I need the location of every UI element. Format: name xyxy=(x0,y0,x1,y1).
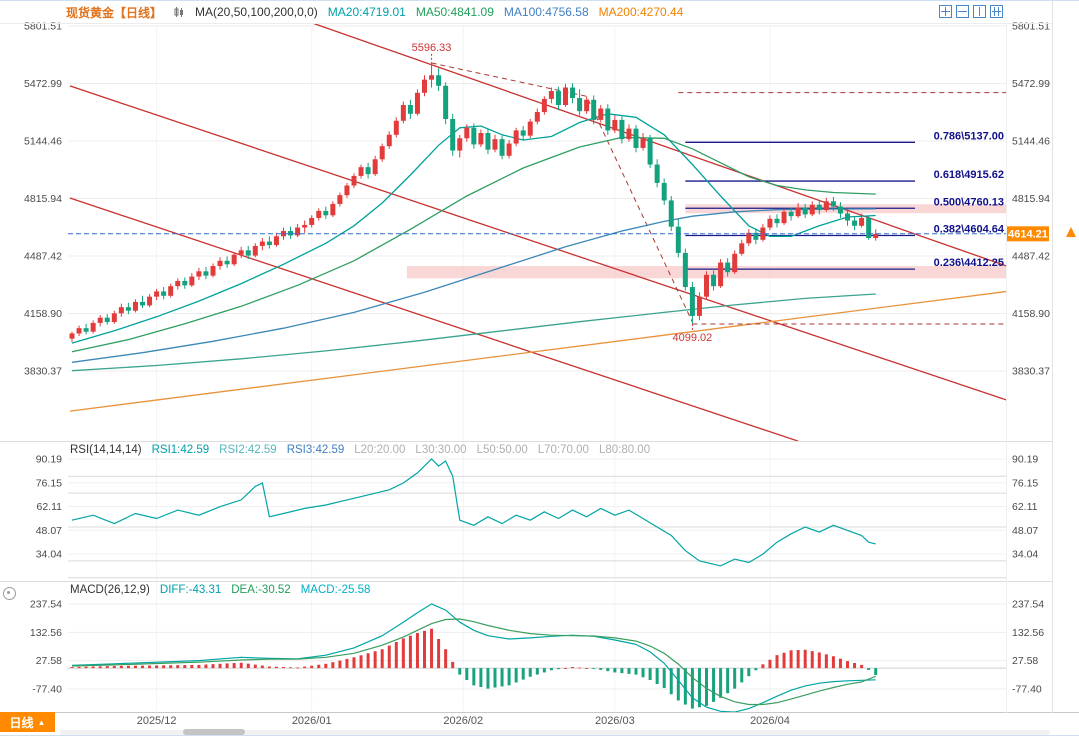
chevron-up-icon: ▲ xyxy=(37,717,46,727)
trendlines xyxy=(69,24,1006,441)
rsi-indicator-label[interactable]: RSI(14,14,14) xyxy=(70,444,142,456)
indicator-value-label: DIFF:-43.31 xyxy=(159,584,222,596)
indicator-value-label: DEA:-30.52 xyxy=(231,584,291,596)
svg-text:4099.02: 4099.02 xyxy=(673,332,713,344)
svg-text:5801.51: 5801.51 xyxy=(1012,21,1050,33)
time-scrollbar-track[interactable] xyxy=(60,730,1050,735)
svg-text:3830.37: 3830.37 xyxy=(24,366,62,378)
rsi-values: RSI1:42.59 RSI2:42.59 RSI3:42.59 L20:20.00 L… xyxy=(152,444,651,456)
indicator-value-label: L70:70.00 xyxy=(537,444,589,456)
svg-text:90.19: 90.19 xyxy=(36,454,62,466)
macd-panel: 237.54 237.54 132.56 132.56 27.58 27.58 -77.40… xyxy=(30,599,1044,696)
svg-text:3830.37: 3830.37 xyxy=(1012,366,1050,378)
svg-text:27.58: 27.58 xyxy=(1012,655,1038,667)
macd-indicator-label[interactable]: MACD(26,12,9) xyxy=(70,584,150,596)
scroll-to-latest-marker[interactable] xyxy=(1066,227,1076,237)
layout-quad-icon[interactable] xyxy=(939,5,952,18)
svg-text:34.04: 34.04 xyxy=(36,549,62,561)
svg-text:4815.94: 4815.94 xyxy=(1012,193,1050,205)
indicator-value-label: MACD:-25.58 xyxy=(300,584,371,596)
svg-text:2026/03: 2026/03 xyxy=(595,715,635,727)
svg-text:237.54: 237.54 xyxy=(1012,599,1044,611)
layout-cols-icon[interactable] xyxy=(973,5,986,18)
indicator-value-label: RSI1:42.59 xyxy=(151,444,210,456)
current-price: 4614.21 xyxy=(68,226,1076,242)
svg-text:2026/04: 2026/04 xyxy=(750,715,790,727)
svg-text:-77.40: -77.40 xyxy=(1012,684,1042,696)
indicator-value-label: MA50:4841.09 xyxy=(415,5,494,19)
svg-text:4815.94: 4815.94 xyxy=(24,193,62,205)
svg-text:4158.90: 4158.90 xyxy=(24,308,62,320)
main-chart-header: 现货黄金【日线】 MA(20,50,100,200,0,0) MA20:4719… xyxy=(0,1,683,23)
candles xyxy=(69,61,879,343)
svg-text:76.15: 76.15 xyxy=(36,477,62,489)
instrument-title[interactable]: 现货黄金【日线】 xyxy=(66,5,163,20)
svg-text:-77.40: -77.40 xyxy=(32,684,62,696)
fibonacci-levels: 0.786\5137.00 0.618\4915.62 0.500\4760.13 0… xyxy=(685,130,1005,270)
svg-text:4487.42: 4487.42 xyxy=(24,250,62,262)
time-grid: 2025/12 2026/01 2026/02 2026/03 2026/04 xyxy=(137,26,790,727)
svg-text:34.04: 34.04 xyxy=(1012,549,1038,561)
macd-values: DIFF:-43.31 DEA:-30.52 MACD:-25.58 xyxy=(160,584,370,596)
panel-separators xyxy=(0,1,1079,713)
candlestick-chart-icon[interactable] xyxy=(172,6,185,19)
macd-header: MACD(26,12,9) DIFF:-43.31 DEA:-30.52 MACD:… xyxy=(70,584,370,596)
svg-text:76.15: 76.15 xyxy=(1012,477,1038,489)
svg-text:5144.46: 5144.46 xyxy=(24,136,62,148)
time-scrollbar-thumb[interactable] xyxy=(183,729,245,735)
indicator-value-label: L80:80.00 xyxy=(598,444,651,456)
svg-text:62.11: 62.11 xyxy=(37,501,63,513)
svg-text:237.54: 237.54 xyxy=(30,599,62,611)
indicator-settings-icon[interactable] xyxy=(3,587,16,600)
svg-text:132.56: 132.56 xyxy=(30,627,62,639)
layout-rows-icon[interactable] xyxy=(956,5,969,18)
svg-text:5472.99: 5472.99 xyxy=(24,78,62,90)
ma-values: MA20:4719.01 MA50:4841.09 MA100:4756.58 MA2… xyxy=(328,5,684,19)
layout-toolbar xyxy=(939,5,1003,18)
indicator-value-label: MA20:4719.01 xyxy=(327,5,406,19)
indicator-value-label: L20:20.00 xyxy=(354,444,406,456)
period-label: 日线 xyxy=(9,715,34,730)
svg-text:62.11: 62.11 xyxy=(1012,501,1038,513)
svg-text:90.19: 90.19 xyxy=(1012,454,1038,466)
indicator-value-label: L50:50.00 xyxy=(476,444,528,456)
svg-text:4158.90: 4158.90 xyxy=(1012,308,1050,320)
svg-text:0.618\4915.62: 0.618\4915.62 xyxy=(934,169,1004,181)
svg-text:0.786\5137.00: 0.786\5137.00 xyxy=(934,130,1004,142)
indicator-value-label: RSI2:42.59 xyxy=(219,444,277,456)
price-annotations: 5596.33 4099.02 xyxy=(412,42,713,344)
rsi-panel: 90.19 90.19 76.15 76.15 62.11 62.11 48.07 48.07… xyxy=(36,454,1038,579)
indicator-value-label: L30:30.00 xyxy=(415,444,467,456)
svg-text:132.56: 132.56 xyxy=(1012,627,1044,639)
svg-text:5596.33: 5596.33 xyxy=(412,42,452,54)
support-resistance-bands xyxy=(406,204,1006,279)
svg-text:2026/01: 2026/01 xyxy=(292,715,332,727)
ma-settings-label[interactable]: MA(20,50,100,200,0,0) xyxy=(195,5,318,19)
svg-text:2026/02: 2026/02 xyxy=(443,715,483,727)
rsi-header: RSI(14,14,14) RSI1:42.59 RSI2:42.59 RSI3:4… xyxy=(70,444,650,456)
macd-lines xyxy=(71,603,876,712)
svg-text:4614.21: 4614.21 xyxy=(1008,228,1048,240)
svg-text:5144.46: 5144.46 xyxy=(1012,136,1050,148)
svg-text:5472.99: 5472.99 xyxy=(1012,78,1050,90)
ma-lines xyxy=(71,113,876,372)
svg-text:4487.42: 4487.42 xyxy=(1012,250,1050,262)
svg-text:2025/12: 2025/12 xyxy=(137,715,177,727)
svg-text:48.07: 48.07 xyxy=(36,525,62,537)
svg-text:0.236\4412.25: 0.236\4412.25 xyxy=(934,257,1004,269)
indicator-value-label: MA200:4270.44 xyxy=(598,5,684,19)
svg-text:48.07: 48.07 xyxy=(1012,525,1038,537)
svg-text:27.58: 27.58 xyxy=(36,655,62,667)
macd-histogram xyxy=(70,628,878,709)
period-selector-button[interactable]: 日线 ▲ xyxy=(0,712,55,732)
indicator-value-label: MA100:4756.58 xyxy=(503,5,589,19)
svg-text:0.500\4760.13: 0.500\4760.13 xyxy=(934,196,1004,208)
layout-grid-icon[interactable] xyxy=(990,5,1003,18)
rsi-line xyxy=(71,458,876,567)
indicator-value-label: RSI3:42.59 xyxy=(286,444,345,456)
svg-text:0.382\4604.64: 0.382\4604.64 xyxy=(934,223,1005,235)
